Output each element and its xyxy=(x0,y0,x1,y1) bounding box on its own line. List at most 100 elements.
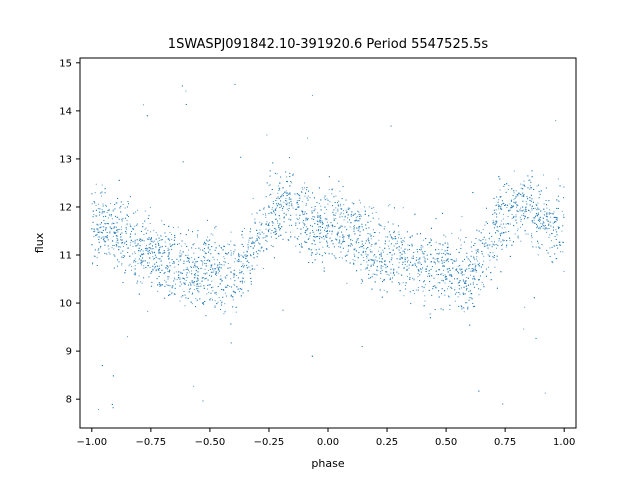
data-point xyxy=(496,213,498,215)
data-point xyxy=(98,248,100,250)
data-point xyxy=(338,200,340,202)
data-point xyxy=(175,271,177,273)
data-point xyxy=(379,224,381,226)
data-point xyxy=(169,265,171,267)
data-point xyxy=(444,242,446,244)
data-point xyxy=(348,207,350,209)
data-point xyxy=(407,259,409,261)
data-point xyxy=(329,201,331,203)
data-point xyxy=(148,262,150,264)
data-point xyxy=(313,216,315,218)
data-point xyxy=(544,211,546,213)
data-point xyxy=(225,253,227,255)
data-point xyxy=(431,294,433,296)
data-point xyxy=(409,273,411,275)
data-point xyxy=(275,218,277,220)
data-point xyxy=(144,220,146,222)
data-point xyxy=(343,219,345,221)
data-point xyxy=(386,291,388,293)
data-point xyxy=(296,193,298,195)
data-point xyxy=(462,280,464,282)
data-point xyxy=(160,235,162,237)
data-point xyxy=(169,290,171,292)
data-point xyxy=(494,212,496,214)
data-point xyxy=(463,294,465,296)
data-point xyxy=(312,239,314,241)
data-point xyxy=(326,209,328,211)
data-point xyxy=(218,245,220,247)
data-point xyxy=(305,226,307,228)
data-point xyxy=(155,232,157,234)
data-point xyxy=(408,264,410,266)
data-point xyxy=(163,252,165,254)
data-point xyxy=(223,289,225,291)
data-point xyxy=(246,250,248,252)
data-point xyxy=(285,197,287,199)
data-point xyxy=(328,226,330,228)
data-point xyxy=(367,254,369,256)
data-point xyxy=(486,245,488,247)
data-point xyxy=(118,246,120,248)
data-point xyxy=(167,238,169,240)
data-point xyxy=(498,212,500,214)
data-point xyxy=(155,269,157,271)
data-point xyxy=(478,251,480,253)
data-point xyxy=(389,252,391,254)
data-point xyxy=(167,266,169,268)
data-point xyxy=(424,251,426,253)
data-point xyxy=(190,283,192,285)
data-point xyxy=(166,268,168,270)
data-point xyxy=(134,242,136,244)
data-point xyxy=(386,274,388,276)
data-point xyxy=(349,262,351,264)
data-point xyxy=(385,267,387,269)
data-point xyxy=(328,189,330,191)
data-point xyxy=(366,261,368,263)
data-point xyxy=(212,234,214,236)
data-point xyxy=(152,252,154,254)
data-point xyxy=(167,284,169,286)
data-point xyxy=(125,232,127,234)
data-point xyxy=(387,245,389,247)
data-point xyxy=(552,229,554,231)
data-point xyxy=(373,262,375,264)
data-point xyxy=(217,286,219,288)
data-point xyxy=(379,277,381,279)
data-point xyxy=(458,237,460,239)
data-point xyxy=(368,242,370,244)
data-point xyxy=(234,258,236,260)
data-point xyxy=(301,210,303,212)
data-point xyxy=(354,248,356,250)
data-point xyxy=(313,235,315,237)
data-points xyxy=(91,83,565,411)
data-point xyxy=(461,274,463,276)
data-point xyxy=(401,242,403,244)
data-point xyxy=(555,218,557,220)
data-point xyxy=(370,238,372,240)
data-point xyxy=(226,253,228,255)
data-point xyxy=(198,271,200,273)
data-point xyxy=(464,293,466,295)
data-point xyxy=(491,236,493,238)
data-point xyxy=(439,269,441,271)
data-point xyxy=(388,274,390,276)
data-point xyxy=(276,205,278,207)
data-point xyxy=(158,249,160,251)
data-point xyxy=(124,207,126,209)
data-point xyxy=(159,283,161,285)
data-point xyxy=(311,218,313,220)
data-point xyxy=(252,240,254,242)
data-point xyxy=(113,227,115,229)
data-point xyxy=(315,253,317,255)
data-point xyxy=(439,252,441,254)
data-point xyxy=(275,200,277,202)
data-point xyxy=(524,306,526,308)
data-point xyxy=(118,218,120,220)
data-point xyxy=(230,231,232,233)
data-point xyxy=(509,237,511,239)
data-point xyxy=(332,243,334,245)
data-point xyxy=(501,204,503,206)
data-point xyxy=(277,222,279,224)
data-point xyxy=(406,249,408,251)
data-point xyxy=(517,204,519,206)
